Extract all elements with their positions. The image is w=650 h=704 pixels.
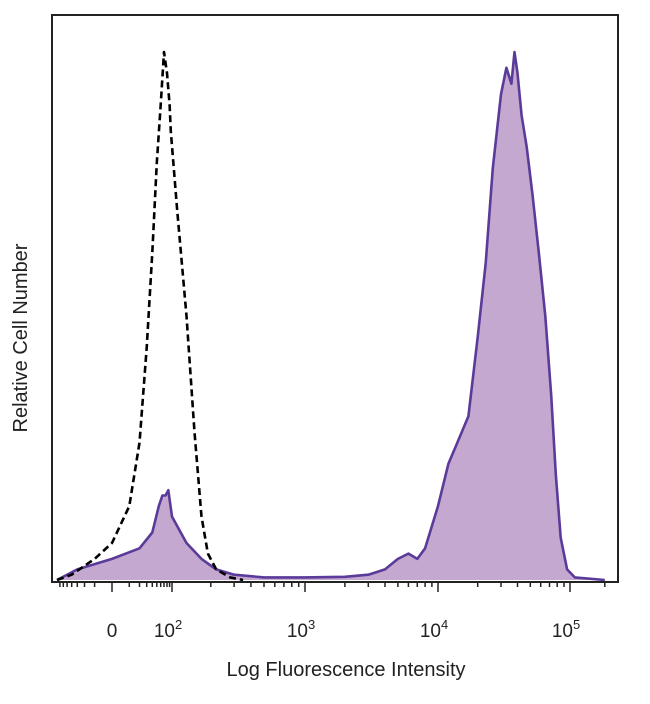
- x-tick-label: 105: [552, 617, 580, 642]
- plot-frame: [51, 14, 619, 583]
- x-axis-title: Log Fluorescence Intensity: [226, 659, 465, 681]
- series-1-line: [56, 50, 605, 582]
- series-0-line: [56, 50, 244, 582]
- x-tick-label: 103: [287, 617, 315, 642]
- x-tick-label: 102: [154, 617, 182, 642]
- x-tick-label: 0: [107, 621, 118, 642]
- series-1-area: [57, 52, 605, 580]
- x-tick-label: 104: [420, 617, 448, 642]
- y-axis-title: Relative Cell Number: [10, 243, 32, 432]
